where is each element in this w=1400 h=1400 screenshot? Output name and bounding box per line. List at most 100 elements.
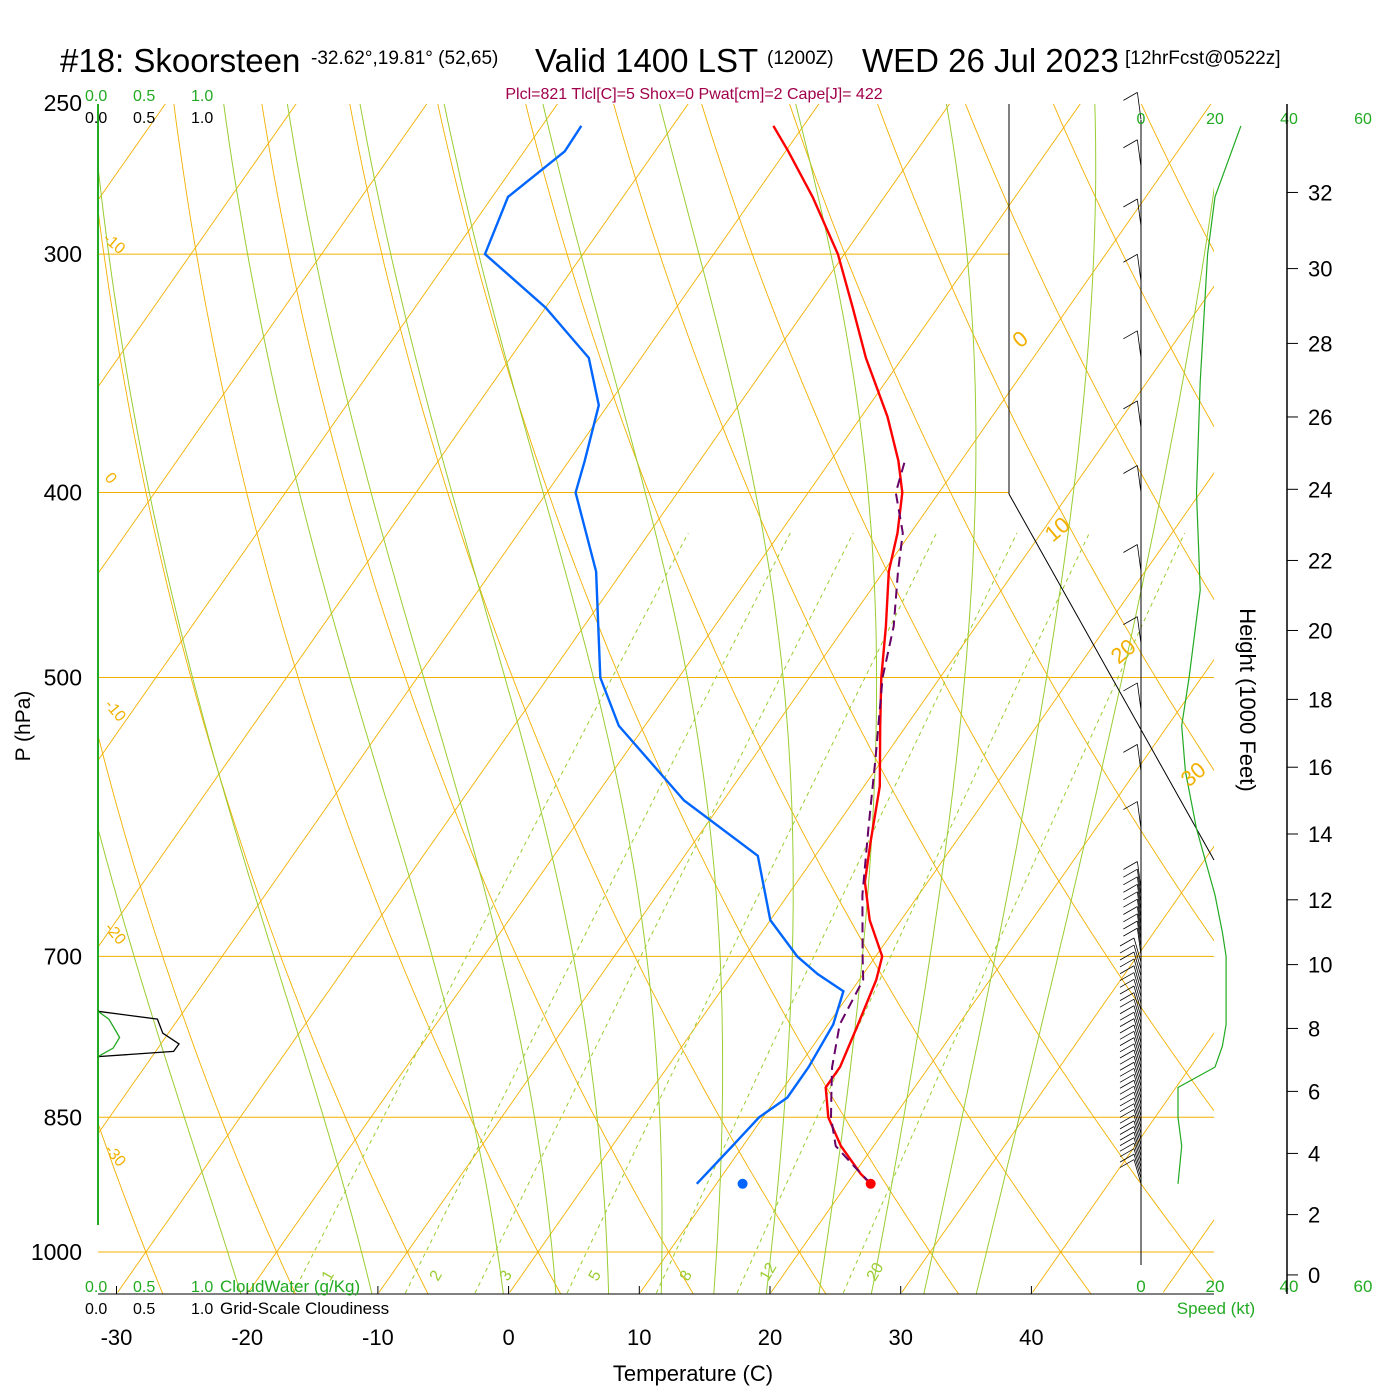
wind-barb bbox=[1136, 884, 1142, 912]
mixing-ratio-label: 20 bbox=[864, 1260, 888, 1284]
wind-barb-flag bbox=[1119, 1085, 1135, 1095]
wind-barb-flag bbox=[1119, 1148, 1135, 1158]
isotherm-line bbox=[378, 104, 1212, 1293]
cloud-scale-label: 1.0 bbox=[191, 1301, 213, 1318]
moist-adiabat-line bbox=[795, 104, 878, 1294]
wind-barb-flag bbox=[1123, 682, 1138, 692]
wind-barb-flag bbox=[1123, 801, 1138, 810]
wind-barb bbox=[1133, 1120, 1142, 1146]
wind-barb bbox=[1133, 1103, 1142, 1129]
isotherm-line bbox=[98, 104, 689, 948]
wind-barb-flag bbox=[1123, 465, 1138, 474]
height-tick-label: 12 bbox=[1308, 888, 1332, 913]
wind-barb bbox=[1133, 972, 1142, 997]
wind-barb bbox=[1133, 1018, 1142, 1043]
speed-tick-top: 20 bbox=[1206, 111, 1224, 128]
isotherm-line bbox=[1294, 69, 1400, 1292]
moist-adiabat-line bbox=[870, 104, 977, 1294]
wind-barb-flag bbox=[1119, 992, 1135, 1001]
cloudwater-profile bbox=[97, 1010, 121, 1058]
isotherm-line bbox=[98, 104, 558, 762]
isotherm-line bbox=[770, 659, 1214, 1293]
wind-barb-flag bbox=[1119, 1159, 1135, 1168]
moist-adiabat-line bbox=[975, 186, 1214, 1294]
wind-barb bbox=[1133, 1148, 1142, 1174]
surface-temperature-marker bbox=[865, 1178, 876, 1189]
wind-barb bbox=[1136, 920, 1142, 949]
mixing-ratio-line bbox=[736, 532, 1090, 1294]
wind-barb bbox=[1133, 1037, 1142, 1062]
wind-barb bbox=[1133, 958, 1142, 984]
forecast-info: [12hrFcst@0522z] bbox=[1125, 48, 1281, 69]
isotherm-line bbox=[1032, 1032, 1214, 1293]
wind-barb-flag bbox=[1123, 868, 1138, 878]
dry-adiabat-line bbox=[1052, 104, 1214, 428]
temp-tick-label: 40 bbox=[1019, 1325, 1043, 1350]
wind-barb bbox=[1136, 616, 1142, 644]
wind-barb-flag bbox=[1123, 544, 1138, 553]
height-tick-label: 26 bbox=[1308, 405, 1332, 430]
height-tick-label: 10 bbox=[1308, 953, 1332, 978]
wind-barb bbox=[1136, 899, 1142, 927]
wind-barb-flag bbox=[1123, 891, 1138, 901]
wind-barb bbox=[1133, 1043, 1142, 1069]
wind-barb-flag bbox=[1119, 1024, 1135, 1034]
wind-barb-flag bbox=[1119, 1005, 1135, 1015]
moist-adiabat-line bbox=[359, 104, 610, 1294]
wind-barb bbox=[1133, 1005, 1142, 1031]
mixing-ratio-line bbox=[292, 532, 689, 1294]
cloud-scale-label: 0.0 bbox=[85, 1301, 107, 1318]
dry-adiabat-line bbox=[1140, 104, 1214, 253]
wind-barb bbox=[1136, 744, 1142, 772]
speed-tick-top: 40 bbox=[1280, 111, 1298, 128]
wind-barb bbox=[1133, 1080, 1142, 1105]
wind-barb bbox=[1133, 1049, 1142, 1075]
wind-barb-flag bbox=[1119, 972, 1135, 981]
pressure-tick-label: 250 bbox=[44, 90, 82, 116]
indices-label: Plcl=821 Tlcl[C]=5 Shox=0 Pwat[cm]=2 Cap… bbox=[505, 86, 882, 103]
mixing-ratio-label: 8 bbox=[677, 1268, 696, 1284]
mixing-ratio-label: 12 bbox=[757, 1260, 781, 1284]
cloud-scale-label: 0.5 bbox=[133, 110, 155, 127]
moist-adiabat-line bbox=[923, 104, 1097, 1294]
series-dewpoint-line bbox=[483, 125, 845, 1185]
wind-barb-flag bbox=[1123, 927, 1138, 937]
wind-barb-flag bbox=[1123, 744, 1138, 753]
wind-barb-flag bbox=[1119, 1037, 1135, 1046]
cloud-scale-label: 0.5 bbox=[133, 88, 155, 105]
y-axis-label: P (hPa) bbox=[12, 691, 35, 762]
x-axis-label: Temperature (C) bbox=[613, 1361, 773, 1386]
wind-barb bbox=[1136, 891, 1142, 919]
dry-adiabat-label: 20 bbox=[1106, 634, 1141, 669]
temp-tick-label: 10 bbox=[627, 1325, 651, 1350]
wind-barb bbox=[1133, 1143, 1142, 1168]
dry-adiabat-label: 0 bbox=[1007, 326, 1032, 353]
isotherm-line bbox=[98, 104, 820, 1135]
height-tick-label: 18 bbox=[1308, 687, 1332, 712]
isotherm-line bbox=[247, 104, 1081, 1293]
wind-barb-flag bbox=[1119, 1109, 1135, 1118]
wind-barb-flag bbox=[1123, 913, 1138, 923]
moist-adiabat-line bbox=[223, 104, 504, 1294]
wind-barb bbox=[1136, 254, 1142, 282]
dry-adiabat-line bbox=[98, 733, 297, 1294]
isotherm-line bbox=[98, 104, 428, 575]
slanted-border bbox=[1008, 493, 1215, 861]
moist-adiabat-line bbox=[98, 826, 242, 1294]
isotherm-line bbox=[98, 104, 166, 201]
dry-adiabat-line bbox=[701, 104, 1214, 1112]
pressure-tick-label: 500 bbox=[44, 665, 82, 691]
height-tick-label: 14 bbox=[1308, 822, 1332, 847]
dry-adiabat-line bbox=[437, 104, 960, 1294]
cloud-scale-label: 0.5 bbox=[133, 1279, 155, 1296]
wind-barb-flag bbox=[1123, 139, 1138, 149]
dry-adiabat-line bbox=[349, 104, 827, 1294]
temp-tick-label: -10 bbox=[362, 1325, 394, 1350]
height-tick-label: 32 bbox=[1308, 180, 1332, 205]
height-tick-label: 22 bbox=[1308, 548, 1332, 573]
wind-barb-flag bbox=[1119, 1030, 1135, 1040]
wind-barb-flag bbox=[1119, 1055, 1135, 1065]
dry-adiabat-line bbox=[877, 104, 1214, 772]
moist-adiabat-line bbox=[98, 162, 373, 1294]
wind-barb-flag bbox=[1119, 965, 1135, 975]
